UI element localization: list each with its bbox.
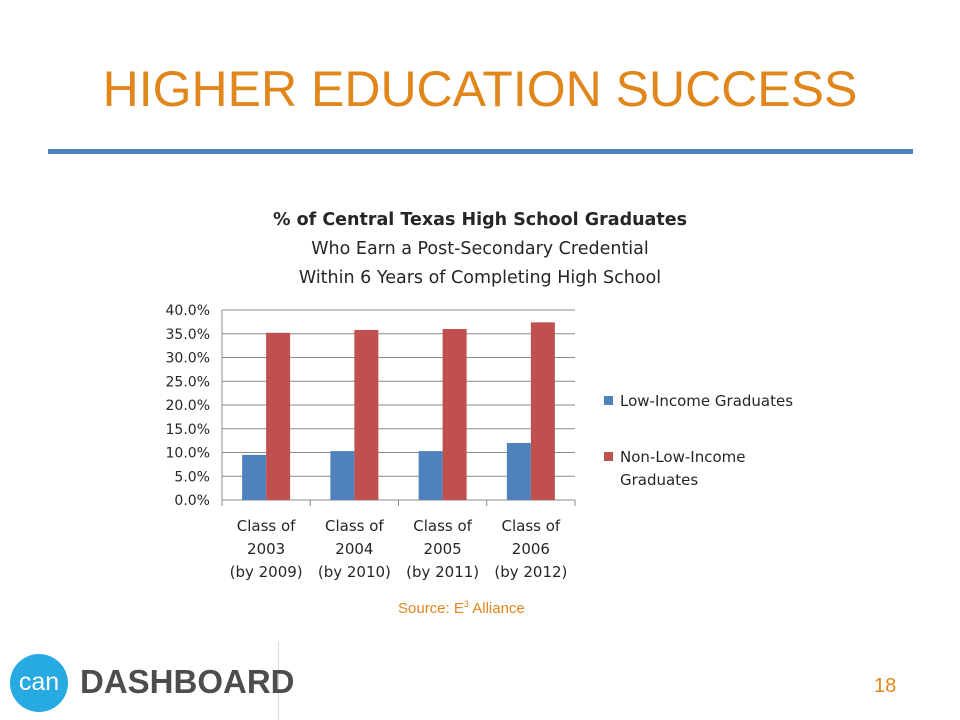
chart-title-line-3: Within 6 Years of Completing High School	[298, 268, 662, 288]
x-category-label: 2006	[512, 540, 550, 558]
chart-title-line-2: Who Earn a Post-Secondary Credential	[311, 239, 649, 259]
y-tick-label: 10.0%	[166, 446, 210, 462]
x-category-label: (by 2011)	[406, 563, 479, 581]
page-number: 18	[874, 675, 897, 697]
x-category-label: 2004	[335, 540, 373, 558]
source-note: Source: E3 Alliance	[398, 599, 525, 617]
y-tick-label: 0.0%	[174, 493, 210, 509]
bar	[330, 451, 355, 500]
y-tick-label: 20.0%	[166, 398, 210, 414]
x-category-label: Class of	[502, 517, 561, 535]
legend-swatch	[604, 396, 613, 405]
legend-label: Graduates	[620, 471, 698, 489]
chart-title: % of Central Texas High School Graduates…	[200, 206, 760, 293]
x-category-label: (by 2012)	[494, 563, 567, 581]
title-divider	[48, 149, 913, 154]
x-category-label: 2003	[247, 540, 285, 558]
source-prefix: Source: E	[398, 600, 464, 617]
y-tick-label: 5.0%	[174, 469, 210, 485]
x-category-label: Class of	[325, 517, 384, 535]
y-tick-label: 25.0%	[166, 374, 210, 390]
chart-title-line-1: % of Central Texas High School Graduates	[272, 210, 688, 230]
bar	[506, 443, 531, 500]
source-superscript: 3	[463, 599, 469, 609]
legend-label: Non-Low-Income	[620, 448, 745, 466]
logo-wordmark: DASHBOARD	[80, 663, 295, 700]
legend-swatch	[604, 452, 613, 461]
y-tick-label: 40.0%	[166, 303, 210, 319]
y-tick-label: 35.0%	[166, 327, 210, 343]
x-category-label: Class of	[413, 517, 472, 535]
x-category-label: Class of	[237, 517, 296, 535]
bar	[530, 322, 555, 500]
bar	[418, 451, 443, 500]
can-logo-icon: can	[10, 654, 68, 712]
x-category-label: (by 2010)	[318, 563, 391, 581]
bar	[442, 329, 467, 500]
x-category-label: (by 2009)	[230, 563, 303, 581]
slide-title: HIGHER EDUCATION SUCCESS	[102, 61, 858, 117]
x-category-label: 2005	[424, 540, 462, 558]
y-tick-label: 15.0%	[166, 422, 210, 438]
bar	[266, 332, 291, 500]
legend-label: Low-Income Graduates	[620, 392, 793, 410]
source-suffix: Alliance	[468, 600, 525, 617]
y-tick-label: 30.0%	[166, 351, 210, 367]
bar	[354, 329, 379, 500]
bar	[242, 454, 267, 500]
